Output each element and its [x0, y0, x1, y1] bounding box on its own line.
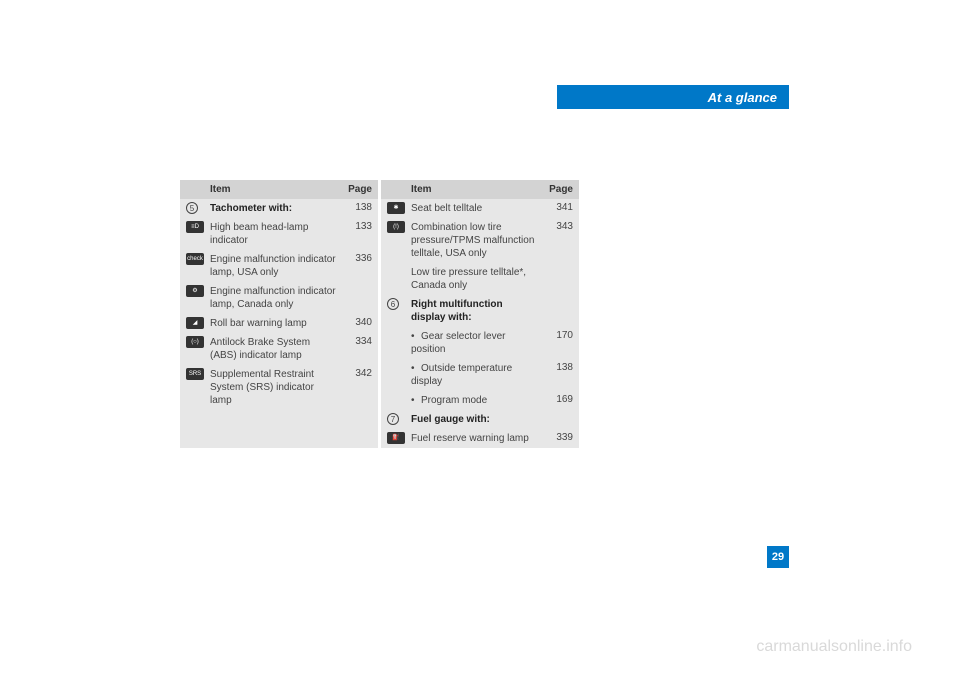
indicator-icon: ◢: [186, 317, 204, 329]
row-text: Seat belt telltale: [411, 202, 543, 215]
row-text: Right multifunction display with:: [411, 298, 543, 324]
table-row: 7 Fuel gauge with:: [381, 410, 579, 429]
row-text: Combination low tire pressure/TPMS malfu…: [411, 221, 543, 260]
header-icon-col: [387, 184, 411, 195]
row-marker: 5: [186, 202, 210, 214]
indicator-icon: ✱: [387, 202, 405, 214]
bullet-icon: •: [411, 394, 421, 407]
header-item-label: Item: [411, 184, 543, 195]
section-tab-label: At a glance: [708, 90, 777, 105]
right-table: Item Page ✱ Seat belt telltale341 (!) Combi…: [381, 180, 579, 448]
page-number-badge: 29: [767, 546, 789, 568]
table-row: SRS Supplemental Restraint System (SRS) i…: [180, 365, 378, 410]
row-marker: 6: [387, 298, 411, 310]
row-text: Supplemental Restraint System (SRS) indi…: [210, 368, 342, 407]
table-row: (○) Antilock Brake System (ABS) indicator…: [180, 333, 378, 365]
table-row: ⚙ Engine malfunction indicator lamp, Cana…: [180, 282, 378, 314]
row-marker: ◢: [186, 317, 210, 329]
row-marker: (!): [387, 221, 411, 233]
row-text: Engine malfunction indicator lamp, USA o…: [210, 253, 342, 279]
row-marker: ✱: [387, 202, 411, 214]
indicator-icon: SRS: [186, 368, 204, 380]
header-page-label: Page: [543, 184, 573, 195]
row-page: 133: [342, 221, 372, 232]
indicator-icon: check engine: [186, 253, 204, 265]
table-row: ✱ Seat belt telltale341: [381, 199, 579, 218]
row-marker: ⛽: [387, 432, 411, 444]
row-text: Fuel gauge with:: [411, 413, 543, 426]
row-page: 170: [543, 330, 573, 341]
circled-number-icon: 6: [387, 298, 399, 310]
section-tab: At a glance: [557, 85, 789, 109]
indicator-icon: ⚙: [186, 285, 204, 297]
page-number: 29: [772, 551, 784, 563]
row-marker: 7: [387, 413, 411, 425]
row-marker: SRS: [186, 368, 210, 380]
row-text: Fuel reserve warning lamp: [411, 432, 543, 445]
indicator-icon: (!): [387, 221, 405, 233]
row-page: 138: [342, 202, 372, 213]
row-page: 334: [342, 336, 372, 347]
row-text: Engine malfunction indicator lamp, Canad…: [210, 285, 342, 311]
row-text: •Program mode: [411, 394, 543, 407]
table-row: (!) Combination low tire pressure/TPMS ma…: [381, 218, 579, 263]
watermark-text: carmanualsonline.info: [756, 638, 912, 656]
row-text: Antilock Brake System (ABS) indicator la…: [210, 336, 342, 362]
row-marker: (○): [186, 336, 210, 348]
circled-number-icon: 5: [186, 202, 198, 214]
header-page-label: Page: [342, 184, 372, 195]
indicator-icon: ⛽: [387, 432, 405, 444]
row-page: 341: [543, 202, 573, 213]
row-text: High beam head-lamp indicator: [210, 221, 342, 247]
table-row: •Program mode169: [381, 391, 579, 410]
row-text: •Outside temperature display: [411, 362, 543, 388]
indicator-icon: ≡D: [186, 221, 204, 233]
table-row: 6 Right multifunction display with:: [381, 295, 579, 327]
circled-number-icon: 7: [387, 413, 399, 425]
table-row: check engine Engine malfunction indicator…: [180, 250, 378, 282]
indicator-icon: (○): [186, 336, 204, 348]
row-page: 169: [543, 394, 573, 405]
table-row: ◢ Roll bar warning lamp340: [180, 314, 378, 333]
row-text: Tachometer with:: [210, 202, 342, 215]
row-page: 336: [342, 253, 372, 264]
table-row: •Outside temperature display138: [381, 359, 579, 391]
table-row: Low tire pressure telltale*, Canada only: [381, 263, 579, 295]
row-page: 339: [543, 432, 573, 443]
table-row: ≡D High beam head-lamp indicator133: [180, 218, 378, 250]
row-text-content: Gear selector lever position: [411, 331, 505, 355]
row-marker: check engine: [186, 253, 210, 265]
content-area: Item Page 5Tachometer with:138≡DHigh bea…: [180, 180, 579, 448]
row-text: Roll bar warning lamp: [210, 317, 342, 330]
header-item-label: Item: [210, 184, 342, 195]
table-row: 5 Tachometer with:138: [180, 199, 378, 218]
table-header: Item Page: [381, 180, 579, 199]
row-page: 342: [342, 368, 372, 379]
header-icon-col: [186, 184, 210, 195]
table-row: ⛽ Fuel reserve warning lamp339: [381, 429, 579, 448]
bullet-icon: •: [411, 330, 421, 343]
row-text-content: Program mode: [421, 395, 487, 406]
row-page: 340: [342, 317, 372, 328]
row-page: 138: [543, 362, 573, 373]
row-text-content: Outside temperature display: [411, 363, 512, 387]
table-header: Item Page: [180, 180, 378, 199]
row-text: Low tire pressure telltale*, Canada only: [411, 266, 543, 292]
left-table: Item Page 5 Tachometer with:138 ≡D High bea…: [180, 180, 378, 448]
row-marker: ⚙: [186, 285, 210, 297]
bullet-icon: •: [411, 362, 421, 375]
table-row: •Gear selector lever position170: [381, 327, 579, 359]
row-page: 343: [543, 221, 573, 232]
row-marker: ≡D: [186, 221, 210, 233]
row-text: •Gear selector lever position: [411, 330, 543, 356]
